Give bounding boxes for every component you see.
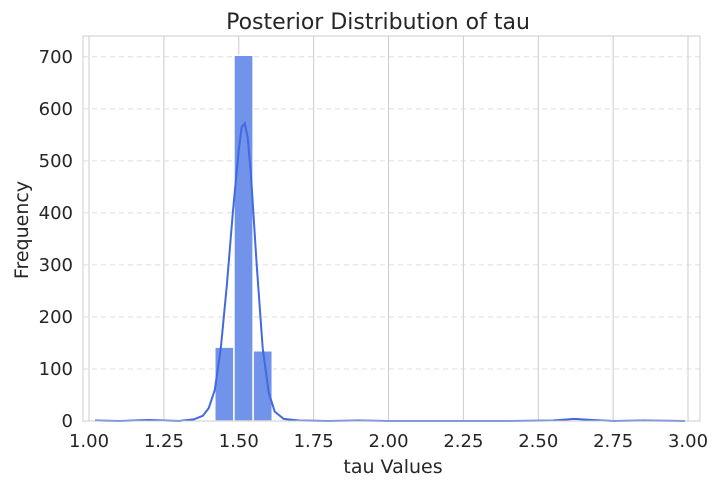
histogram-bar — [234, 55, 253, 421]
x-tick-label: 1.50 — [219, 431, 259, 452]
x-tick-label: 2.50 — [518, 431, 558, 452]
histogram-bar — [253, 351, 272, 421]
x-tick-label: 1.75 — [294, 431, 334, 452]
histogram-bar — [215, 347, 234, 421]
y-tick-labels: 0 100 200 300 400 500 600 700 — [39, 47, 73, 432]
y-tick-label: 0 — [62, 411, 73, 432]
y-axis-label: Frequency — [11, 181, 33, 279]
plot-background — [83, 36, 700, 421]
y-tick-label: 700 — [39, 47, 73, 68]
x-axis-label: tau Values — [343, 456, 442, 478]
plot-area — [83, 36, 700, 421]
y-tick-label: 200 — [39, 307, 73, 328]
x-tick-label: 2.00 — [368, 431, 408, 452]
x-tick-label: 1.00 — [69, 431, 109, 452]
y-tick-label: 500 — [39, 151, 73, 172]
y-tick-label: 100 — [39, 359, 73, 380]
chart-title: Posterior Distribution of tau — [226, 10, 530, 35]
y-tick-label: 600 — [39, 99, 73, 120]
x-tick-label: 1.25 — [144, 431, 184, 452]
x-tick-label: 2.75 — [593, 431, 633, 452]
x-tick-label: 2.25 — [443, 431, 483, 452]
x-tick-label: 3.00 — [668, 431, 708, 452]
y-tick-label: 300 — [39, 255, 73, 276]
x-tick-labels: 1.00 1.25 1.50 1.75 2.00 2.25 2.50 2.75 3.00 — [69, 431, 708, 452]
y-tick-label: 400 — [39, 203, 73, 224]
